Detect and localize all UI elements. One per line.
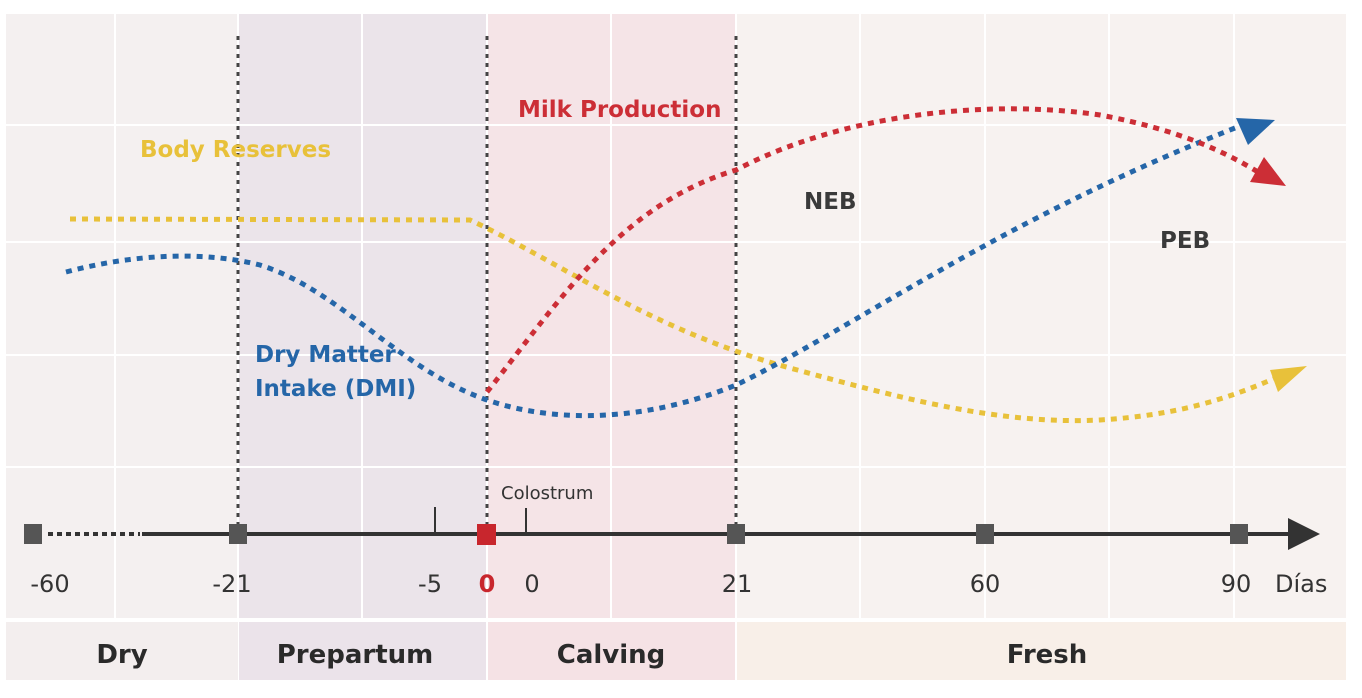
marker-90 [1230,524,1248,544]
colostrum-label: Colostrum [501,483,593,504]
axis-unit-label: Días [1275,570,1327,598]
tick-label: -60 [30,570,69,598]
body-reserves-arrowhead-icon [1270,366,1307,392]
tick-label: 60 [970,570,1001,598]
phase-calving-label: Calving [557,640,666,670]
tick-label: 21 [722,570,753,598]
phase-fresh [737,622,1346,680]
milk-curve [485,106,1260,394]
axis-arrow-icon [1288,518,1320,550]
milk-arrowhead-icon [1250,157,1286,186]
tick-label: -21 [212,570,251,598]
marker-21 [727,524,745,544]
phase-fresh-label: Fresh [1007,640,1088,670]
phase-dry-label: Dry [96,640,147,670]
body-reserves-curve [69,216,1282,424]
marker-60 [976,524,994,544]
tick-label: 90 [1221,570,1252,598]
phase-calving [488,622,735,680]
tick-label: 0 [524,570,539,598]
fresh-region [736,14,1346,620]
marker-minus21 [229,524,247,544]
dmi-label-line1: Dry Matter [255,342,396,368]
dmi-label-line2: Intake (DMI) [255,376,416,402]
phase-dividers [236,36,738,524]
milk-production-label: Milk Production [518,97,722,123]
phase-dry [6,622,238,680]
neb-label: NEB [804,189,857,215]
marker-calving [477,524,496,545]
dmi-curve [65,125,1236,419]
tick-label-calving: 0 [479,570,496,598]
dry-region [6,14,238,620]
tick-label: -5 [418,570,442,598]
marker-minus60 [24,524,42,544]
axis-markers [24,524,1248,544]
body-reserves-label: Body Reserves [140,137,331,163]
dmi-arrowhead-icon [1236,118,1275,145]
phase-prepartum-label: Prepartum [277,640,434,670]
phase-prepartum [239,622,486,680]
peb-label: PEB [1160,228,1210,254]
